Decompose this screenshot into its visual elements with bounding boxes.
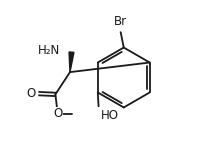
Text: H₂N: H₂N xyxy=(38,44,60,57)
Text: HO: HO xyxy=(101,109,119,122)
Text: O: O xyxy=(27,87,36,100)
Text: Br: Br xyxy=(114,15,127,28)
Text: O: O xyxy=(53,107,62,120)
Polygon shape xyxy=(69,52,74,72)
